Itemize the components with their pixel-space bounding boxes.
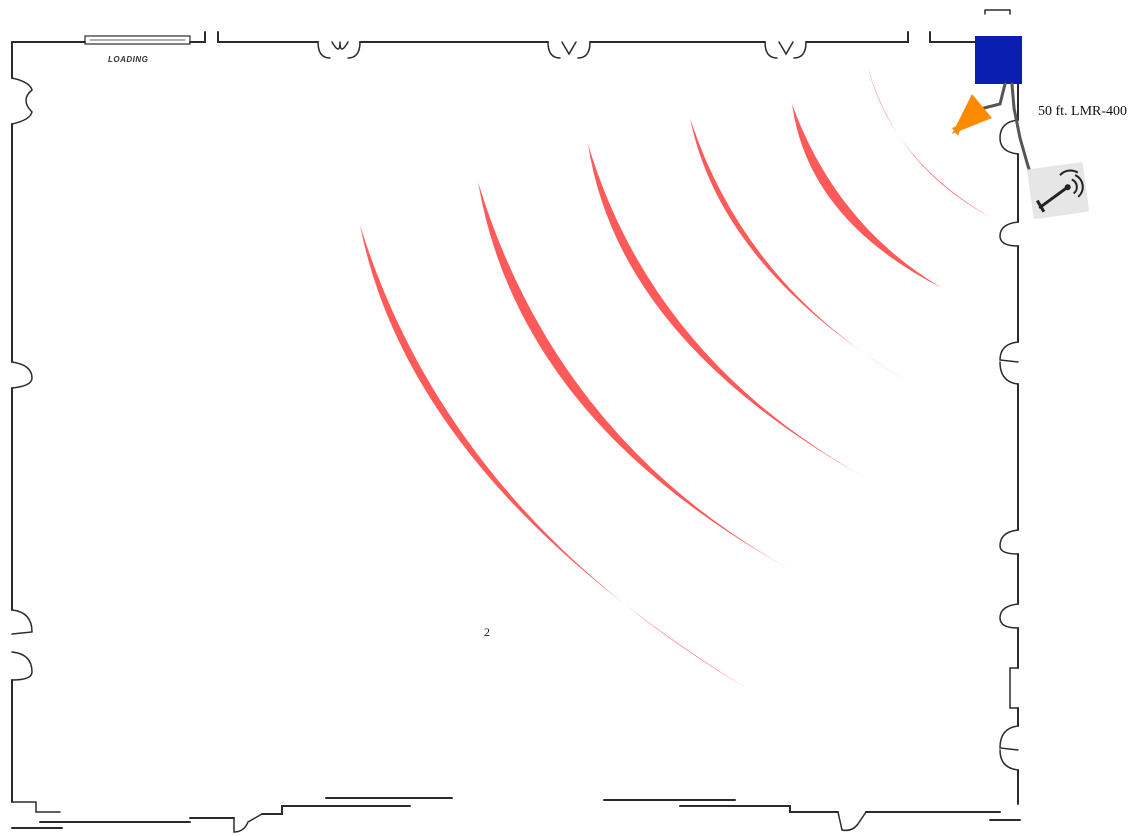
roof-fixture [984, 9, 1011, 15]
right-door-3 [999, 341, 1019, 385]
left-lower-jog [11, 801, 61, 813]
signal-arc [360, 225, 746, 688]
bottom-door-1 [233, 813, 263, 833]
top-door-2 [547, 41, 591, 59]
bottom-door-2 [837, 811, 867, 832]
right-door-6 [1009, 667, 1019, 709]
signal-arc [690, 118, 908, 382]
signal-arc [792, 104, 942, 288]
right-door-1 [999, 119, 1019, 155]
loading-door [84, 35, 191, 45]
left-door-2 [11, 361, 33, 389]
top-door-1 [317, 41, 361, 59]
cable-label: 50 ft. LMR-400 [1038, 104, 1128, 119]
building-walls [11, 9, 1021, 833]
right-door-5 [999, 603, 1019, 629]
signal-arc [478, 182, 810, 580]
signal-waves [360, 68, 990, 688]
loading-door-label: LOADING [108, 55, 149, 64]
signal-arc [868, 68, 990, 217]
antenna-cable [982, 82, 1007, 110]
top-wall [11, 31, 976, 43]
right-door-7 [999, 725, 1019, 771]
left-door-1 [11, 77, 33, 125]
top-door-3 [764, 41, 807, 59]
lmr-400-cable [1010, 82, 1034, 180]
bottom-wall [11, 797, 1021, 829]
zone-number-label: 2 [484, 625, 490, 639]
right-door-2 [999, 221, 1019, 247]
wireless-sensor-icon [1027, 162, 1090, 219]
signal-arc [588, 144, 866, 478]
right-door-4 [999, 529, 1019, 555]
access-point-box-icon [975, 36, 1022, 84]
directional-antenna-icon [952, 94, 992, 136]
left-door-3 [11, 609, 33, 681]
